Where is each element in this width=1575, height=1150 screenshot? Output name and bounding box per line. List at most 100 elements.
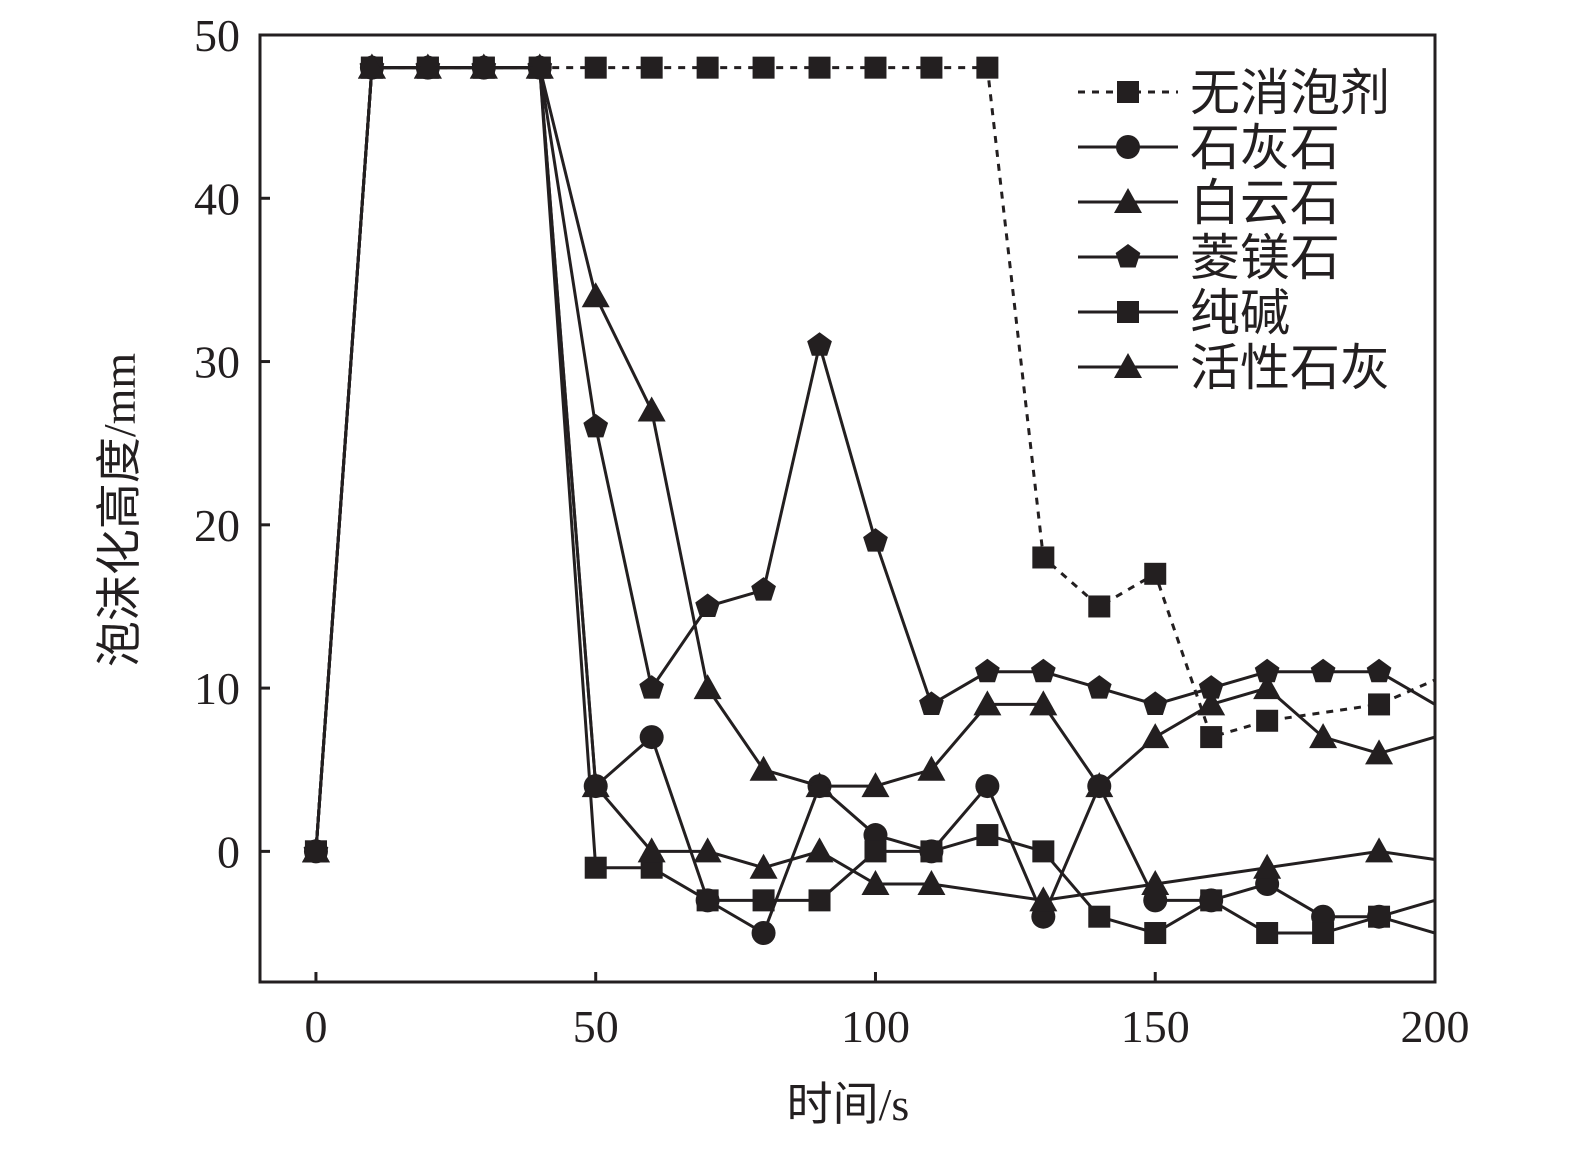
data-point — [1141, 723, 1170, 749]
data-point — [976, 56, 999, 79]
data-point — [975, 658, 1000, 683]
data-point — [640, 56, 663, 79]
legend-item: 活性石灰 — [1078, 340, 1390, 396]
data-point — [917, 755, 946, 781]
y-tick-label: 50 — [194, 10, 240, 61]
data-point — [1198, 675, 1224, 699]
data-point — [1368, 905, 1391, 928]
data-point — [1312, 922, 1335, 945]
data-point — [1366, 658, 1392, 683]
data-point — [413, 53, 442, 79]
data-point — [583, 413, 609, 438]
data-point — [920, 840, 943, 863]
data-point — [301, 837, 330, 863]
data-point — [1030, 658, 1056, 683]
legend-marker — [1114, 188, 1142, 213]
data-point — [637, 396, 666, 422]
legend-marker — [1117, 301, 1139, 323]
data-point — [920, 56, 943, 79]
legend-marker — [1114, 353, 1142, 378]
data-point — [863, 528, 888, 552]
y-tick-label: 0 — [217, 826, 240, 877]
legend-item: 无消泡剂 — [1078, 65, 1390, 121]
data-point — [1088, 905, 1111, 928]
data-point — [639, 725, 664, 750]
data-point — [749, 853, 778, 879]
data-point — [807, 332, 832, 356]
data-point — [1029, 886, 1058, 912]
data-point — [469, 53, 498, 79]
data-point — [1197, 690, 1226, 716]
legend-label: 菱镁石 — [1190, 230, 1340, 286]
data-point — [1200, 726, 1223, 749]
data-point — [1253, 674, 1282, 700]
data-point — [861, 772, 890, 798]
x-axis-label: 时间/s — [787, 1079, 910, 1130]
data-point — [919, 691, 944, 715]
data-point — [864, 840, 887, 863]
data-point — [696, 889, 719, 912]
series-5 — [301, 53, 1436, 912]
y-tick-label: 40 — [194, 173, 240, 224]
data-point — [357, 53, 386, 79]
data-point — [751, 921, 776, 946]
data-point — [1032, 546, 1055, 569]
data-point — [917, 870, 946, 896]
data-point — [639, 675, 665, 699]
data-point — [1086, 675, 1112, 699]
x-tick-label: 0 — [304, 1001, 327, 1052]
data-point — [805, 837, 834, 863]
data-point — [1088, 595, 1111, 618]
legend-item: 白云石 — [1078, 175, 1340, 231]
data-point — [1365, 739, 1394, 765]
legend-label: 活性石灰 — [1190, 340, 1390, 396]
y-axis-label: 泡沫化高度/mm — [94, 353, 145, 668]
legend-marker — [1116, 135, 1140, 159]
legend-marker — [1115, 244, 1141, 268]
data-point — [1144, 922, 1167, 945]
data-point — [1144, 562, 1167, 585]
data-point — [864, 56, 887, 79]
data-point — [1085, 772, 1114, 798]
data-point — [693, 837, 722, 863]
x-tick-label: 200 — [1401, 1001, 1470, 1052]
legend-label: 纯碱 — [1190, 285, 1290, 341]
data-point — [805, 772, 834, 798]
legend-item: 纯碱 — [1078, 285, 1290, 341]
data-point — [1256, 922, 1279, 945]
y-tick-label: 20 — [194, 500, 240, 551]
data-point — [976, 824, 999, 847]
series-4 — [304, 56, 1436, 945]
data-point — [695, 593, 720, 617]
data-point — [752, 889, 775, 912]
data-point — [581, 772, 610, 798]
data-point — [637, 837, 666, 863]
legend-label: 无消泡剂 — [1190, 65, 1390, 121]
data-point — [696, 56, 719, 79]
legend-label: 白云石 — [1190, 175, 1340, 231]
x-tick-label: 150 — [1121, 1001, 1190, 1052]
data-point — [1142, 691, 1168, 715]
data-point — [1032, 840, 1055, 863]
data-point — [1368, 693, 1391, 716]
data-point — [975, 774, 1000, 799]
data-point — [1141, 870, 1170, 896]
series-line — [314, 66, 1436, 852]
x-tick-label: 100 — [841, 1001, 910, 1052]
data-point — [749, 755, 778, 781]
data-point — [1029, 690, 1058, 716]
data-point — [1254, 658, 1280, 683]
data-point — [1309, 723, 1338, 749]
data-point — [1256, 709, 1279, 732]
data-point — [1310, 658, 1336, 683]
legend-marker — [1117, 81, 1139, 103]
y-tick-label: 10 — [194, 663, 240, 714]
legend-label: 石灰石 — [1190, 120, 1340, 176]
plot-frame — [258, 33, 1437, 984]
data-point — [1200, 889, 1223, 912]
axes: 0 50 100 150 200 0 10 20 30 40 50 — [194, 10, 1470, 1052]
data-point — [751, 577, 776, 601]
data-point — [808, 889, 831, 912]
data-point — [525, 53, 554, 79]
